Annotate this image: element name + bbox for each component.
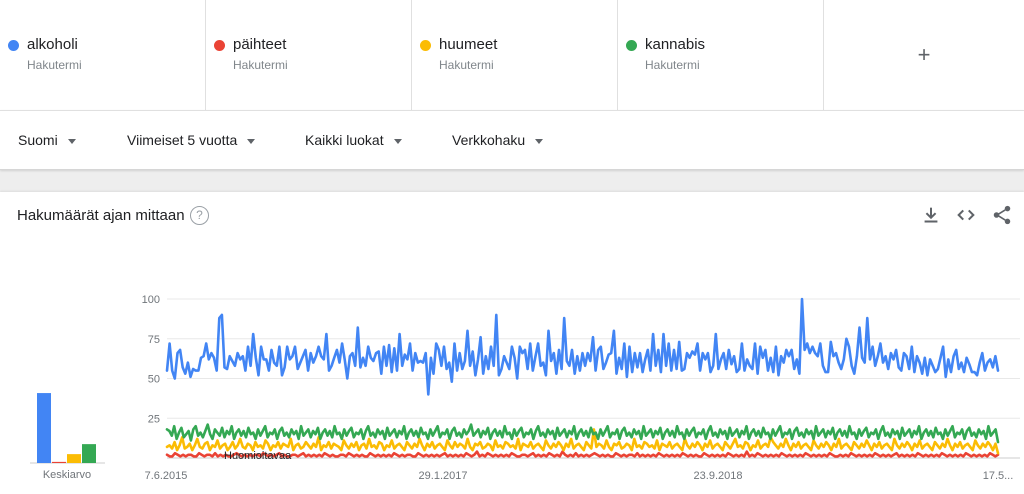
add-term-button[interactable]: + [824, 0, 1024, 110]
caret-down-icon [67, 138, 76, 144]
help-icon[interactable]: ? [190, 206, 209, 225]
embed-icon[interactable] [955, 204, 977, 226]
search-type-dropdown[interactable]: Verkkohaku [452, 132, 544, 148]
download-icon[interactable] [920, 204, 942, 226]
x-tick-label: 23.9.2018 [694, 470, 743, 482]
y-tick-label: 75 [148, 334, 160, 346]
search-term-subtitle: Hakutermi [439, 58, 494, 72]
average-bar-huumeet [67, 454, 81, 463]
search-term-name: alkoholi [27, 36, 78, 53]
series-color-dot [8, 40, 19, 51]
filter-bar: Suomi Viimeiset 5 vuotta Kaikki luokat V… [0, 110, 1024, 170]
card-title: Hakumäärät ajan mittaan [17, 207, 185, 224]
series-color-dot [626, 40, 637, 51]
search-term-alkoholi[interactable]: alkoholi Hakutermi [0, 0, 206, 110]
search-term-huumeet[interactable]: huumeet Hakutermi [412, 0, 618, 110]
search-type-dropdown-label: Verkkohaku [452, 132, 526, 148]
y-tick-label: 100 [142, 294, 160, 306]
y-tick-label: 50 [148, 374, 160, 386]
category-dropdown-label: Kaikki luokat [305, 132, 384, 148]
series-color-dot [420, 40, 431, 51]
time-range-dropdown-label: Viimeiset 5 vuotta [127, 132, 238, 148]
series-line-kannabis [165, 423, 1000, 444]
x-tick-label: 7.6.2015 [145, 470, 188, 482]
search-term-name: päihteet [233, 36, 287, 53]
trend-chart: 100 75 50 25 Huomioitavaa 7.6.2015 29.1.2017 23… [30, 294, 1020, 482]
x-tick-label: 29.1.2017 [419, 470, 468, 482]
search-term-paihteet[interactable]: päihteet Hakutermi [206, 0, 412, 110]
x-tick-label: 17.5... [983, 470, 1014, 482]
time-range-dropdown[interactable]: Viimeiset 5 vuotta [127, 132, 256, 148]
region-dropdown-label: Suomi [18, 132, 58, 148]
average-bar-alkoholi [37, 393, 51, 463]
caret-down-icon [393, 138, 402, 144]
search-term-subtitle: Hakutermi [233, 58, 288, 72]
caret-down-icon [247, 138, 256, 144]
average-bar-kannabis [82, 444, 96, 463]
search-term-subtitle: Hakutermi [645, 58, 700, 72]
region-dropdown[interactable]: Suomi [18, 132, 76, 148]
chart-note-label: Huomioitavaa [224, 450, 292, 462]
y-tick-label: 25 [148, 413, 160, 425]
series-color-dot [214, 40, 225, 51]
category-dropdown[interactable]: Kaikki luokat [305, 132, 402, 148]
series-line-alkoholi [165, 297, 1000, 396]
search-term-kannabis[interactable]: kannabis Hakutermi [618, 0, 824, 110]
share-icon[interactable] [991, 204, 1013, 226]
series-line-huumeet [165, 428, 1000, 455]
search-term-subtitle: Hakutermi [27, 58, 82, 72]
plus-icon: + [917, 42, 931, 67]
search-term-name: huumeet [439, 36, 498, 53]
average-label: Keskiarvo [43, 469, 91, 481]
interest-over-time-card: Hakumäärät ajan mittaan ? 100 75 50 25 Huomi… [0, 192, 1024, 494]
series-line-päihteet [165, 450, 1000, 458]
search-terms-bar: alkoholi Hakutermi päihteet Hakutermi hu… [0, 0, 1024, 110]
search-term-name: kannabis [645, 36, 706, 53]
average-bar-päihteet [52, 461, 66, 463]
caret-down-icon [535, 138, 544, 144]
